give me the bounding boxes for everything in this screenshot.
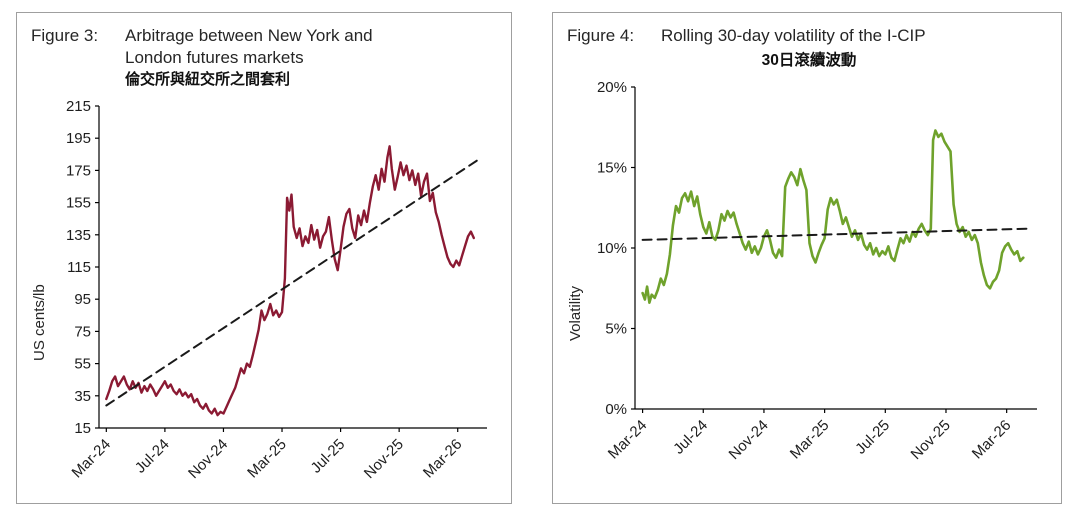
svg-text:Mar-25: Mar-25	[787, 417, 833, 463]
svg-text:5%: 5%	[605, 321, 627, 338]
figure4-title-line1: Rolling 30-day volatility of the I-CIP	[661, 26, 926, 45]
figure3-title: Figure 3: Arbitrage between New York and…	[31, 25, 501, 90]
figure3-panel: Figure 3: Arbitrage between New York and…	[16, 12, 512, 504]
svg-text:10%: 10%	[597, 240, 627, 257]
svg-text:Jul-25: Jul-25	[308, 436, 349, 477]
svg-text:15%: 15%	[597, 160, 627, 177]
svg-text:Mar-24: Mar-24	[69, 436, 115, 482]
figure3-label: Figure 3:	[31, 26, 99, 45]
figure4-chart-area: Volatility 20% 15% 10% 5% 0% Mar-24 Jul-24 Nov-…	[567, 77, 1051, 495]
figure4-y-axis-label: Volatility	[567, 285, 584, 342]
figure3-title-line2: London futures markets	[125, 48, 304, 67]
svg-text:Mar-26: Mar-26	[420, 436, 466, 482]
svg-text:Nov-24: Nov-24	[726, 417, 772, 463]
figure4-label: Figure 4:	[567, 26, 635, 45]
figure4-title: Figure 4: Rolling 30-day volatility of t…	[567, 25, 1051, 47]
svg-text:Jul-24: Jul-24	[670, 417, 711, 458]
figure3-title-line1: Arbitrage between New York and	[125, 26, 373, 45]
svg-text:155: 155	[66, 195, 91, 212]
svg-text:Mar-25: Mar-25	[244, 436, 290, 482]
figure4-line-chart: 20% 15% 10% 5% 0%Mar-24 Jul-24 Nov-24 Mar-25 Jul…	[597, 79, 1037, 463]
svg-text:Mar-26: Mar-26	[969, 417, 1015, 463]
svg-text:75: 75	[74, 323, 91, 340]
svg-text:195: 195	[66, 130, 91, 147]
figure3-y-axis-label: US cents/lb	[31, 284, 48, 362]
svg-text:Jul-24: Jul-24	[132, 436, 173, 477]
figure3-chart-area: US cents/lb 215 195 175 155 135 115 95 75 55 35 15…	[31, 96, 501, 495]
svg-text:35: 35	[74, 388, 91, 405]
svg-text:Mar-24: Mar-24	[605, 417, 651, 463]
svg-text:135: 135	[66, 227, 91, 244]
svg-text:0%: 0%	[605, 401, 627, 418]
svg-text:15: 15	[74, 420, 91, 437]
svg-text:Nov-24: Nov-24	[185, 436, 231, 482]
svg-text:55: 55	[74, 356, 91, 373]
figure4-subtitle-cjk: 30日滾續波動	[761, 52, 857, 69]
svg-text:175: 175	[66, 162, 91, 179]
svg-text:115: 115	[67, 259, 91, 276]
svg-text:95: 95	[74, 291, 91, 308]
svg-text:20%: 20%	[597, 79, 627, 96]
svg-text:Nov-25: Nov-25	[908, 417, 954, 463]
svg-text:Nov-25: Nov-25	[361, 436, 407, 482]
svg-text:215: 215	[66, 98, 91, 115]
svg-text:Jul-25: Jul-25	[852, 417, 893, 458]
figure3-subtitle-cjk: 倫交所與紐交所之間套利	[125, 71, 291, 88]
figure4-panel: Figure 4: Rolling 30-day volatility of t…	[552, 12, 1062, 504]
